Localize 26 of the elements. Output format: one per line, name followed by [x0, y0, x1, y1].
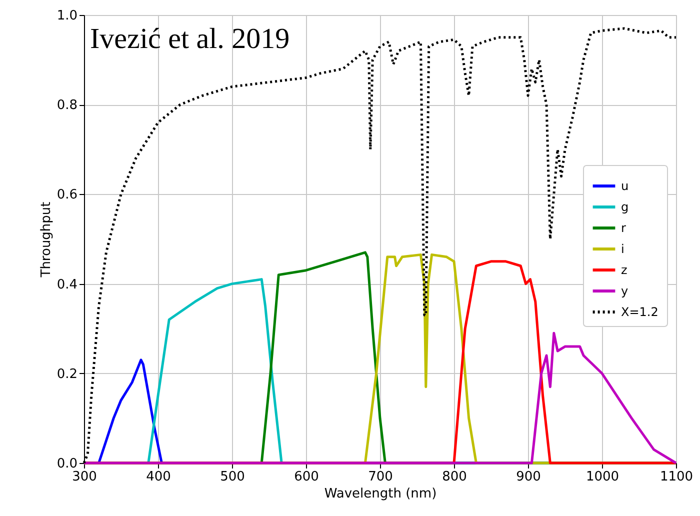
x-tick-label: 400 — [146, 470, 171, 484]
x-axis-title: Wavelength (nm) — [324, 486, 437, 502]
legend-label: i — [621, 242, 624, 256]
y-tick-label: 0.8 — [56, 98, 78, 114]
line-series — [82, 332, 678, 464]
legend-label: X=1.2 — [621, 305, 658, 319]
y-tick-label: 0.6 — [56, 188, 78, 203]
x-tick-label: 600 — [294, 470, 319, 484]
annotation: Ivezić et al. 2019 — [90, 23, 290, 55]
x-tick-label: 900 — [516, 470, 541, 484]
legend-label: z — [621, 263, 628, 277]
y-axis-title: Throughput — [38, 202, 54, 278]
legend-label: r — [621, 221, 626, 235]
x-tick-label: 300 — [72, 470, 97, 484]
legend-label: y — [621, 284, 628, 298]
legend-label: u — [621, 179, 629, 193]
x-tick-label: 500 — [220, 470, 245, 484]
x-tick-label: 1000 — [586, 470, 620, 484]
y-tick-label: 0.4 — [56, 277, 78, 292]
x-tick-label: 1100 — [660, 470, 694, 484]
legend-label: g — [621, 200, 629, 214]
x-tick-label: 800 — [442, 470, 467, 484]
y-tick-label: 1.0 — [56, 8, 78, 24]
x-tick-label: 700 — [368, 470, 393, 484]
y-tick-label: 0.2 — [56, 366, 78, 382]
y-tick-label: 0.0 — [56, 456, 78, 472]
